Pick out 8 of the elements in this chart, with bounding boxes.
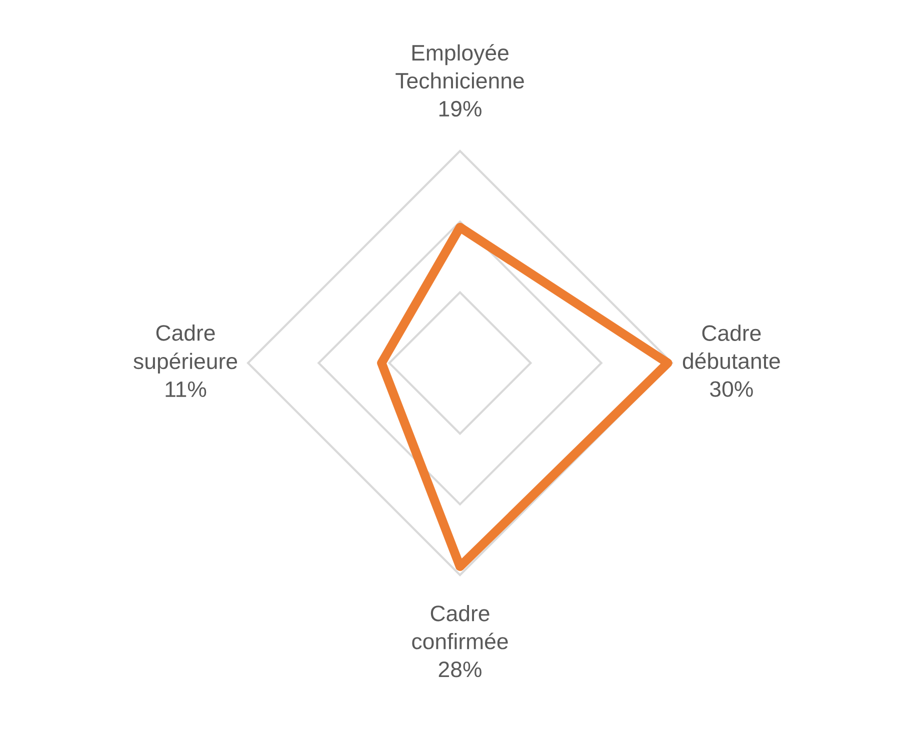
spoke-label: Cadre confirmée (412, 605, 508, 650)
spoke-label: Cadre supérieure (134, 324, 238, 374)
spoke-label: Employée Technicienne (396, 44, 524, 89)
text: 11% (166, 381, 206, 398)
text: 28% (438, 662, 482, 678)
spoke-label: Cadre débutante (682, 324, 780, 369)
text: 19% (439, 100, 482, 117)
text: 30% (710, 381, 753, 397)
